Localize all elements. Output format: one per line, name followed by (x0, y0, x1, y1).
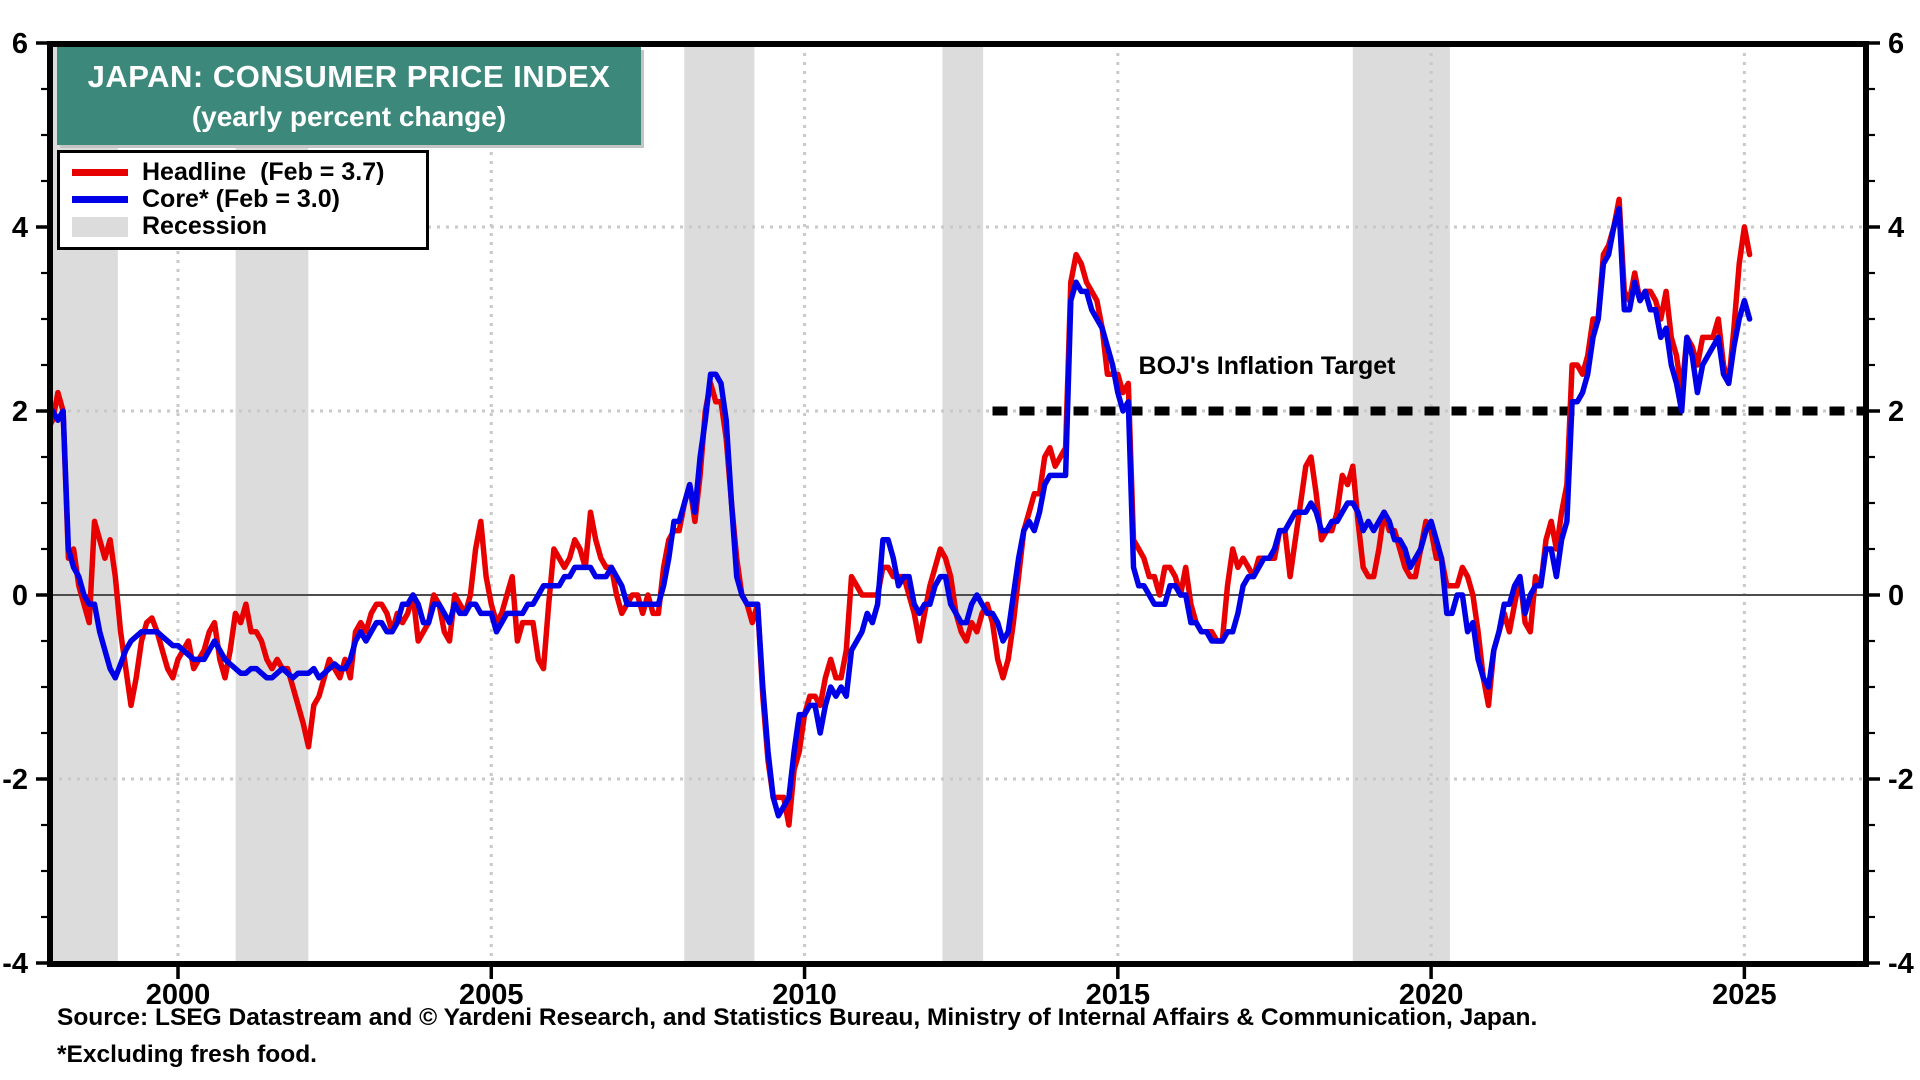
x-tick-label: 2015 (1086, 979, 1151, 1011)
chart-subtitle: (yearly percent change) (191, 101, 507, 132)
y-tick-label-right: 2 (1888, 396, 1904, 428)
recession-band (942, 47, 984, 961)
x-tick-label: 2020 (1399, 979, 1464, 1011)
source-note: Source: LSEG Datastream and © Yardeni Re… (57, 1004, 1538, 1031)
x-tick-label: 2010 (772, 979, 837, 1011)
y-tick-label-left: 4 (12, 212, 28, 244)
headline-line-swatch (72, 169, 128, 176)
legend-label-core: Core* (Feb = 3.0) (142, 185, 340, 213)
y-tick-label-left: 0 (12, 580, 28, 612)
legend-label-recession: Recession (142, 212, 268, 240)
legend-item-headline: Headline (Feb = 3.7) (72, 159, 416, 186)
y-tick-label-right: 4 (1888, 212, 1904, 244)
core-line-swatch (72, 196, 128, 203)
y-tick-label-left: -4 (2, 948, 28, 980)
x-tick-label: 2000 (146, 979, 211, 1011)
legend: Headline (Feb = 3.7) Core* (Feb = 3.0) R… (57, 150, 429, 250)
legend-item-recession: Recession (72, 213, 416, 240)
legend-item-core: Core* (Feb = 3.0) (72, 186, 416, 213)
y-tick-label-right: 6 (1888, 28, 1904, 60)
y-tick-label-left: -2 (2, 764, 28, 796)
y-tick-label-left: 2 (12, 396, 28, 428)
legend-label-headline: Headline (Feb = 3.7) (142, 158, 385, 186)
x-tick-label: 2025 (1712, 979, 1777, 1011)
recession-swatch (72, 216, 128, 237)
y-tick-label-right: -4 (1888, 948, 1914, 980)
recession-band (1352, 47, 1450, 961)
y-tick-label-right: -2 (1888, 764, 1914, 796)
chart-title: JAPAN: CONSUMER PRICE INDEX (87, 59, 611, 94)
y-tick-label-right: 0 (1888, 580, 1904, 612)
core-series-line (53, 205, 1753, 819)
y-tick-label-left: 6 (12, 28, 28, 60)
footnote: *Excluding fresh food. (57, 1041, 317, 1068)
boj-inflation-target-label: BOJ's Inflation Target (1138, 352, 1396, 380)
chart-title-box: JAPAN: CONSUMER PRICE INDEX (yearly perc… (57, 47, 641, 145)
x-tick-label: 2005 (459, 979, 524, 1011)
